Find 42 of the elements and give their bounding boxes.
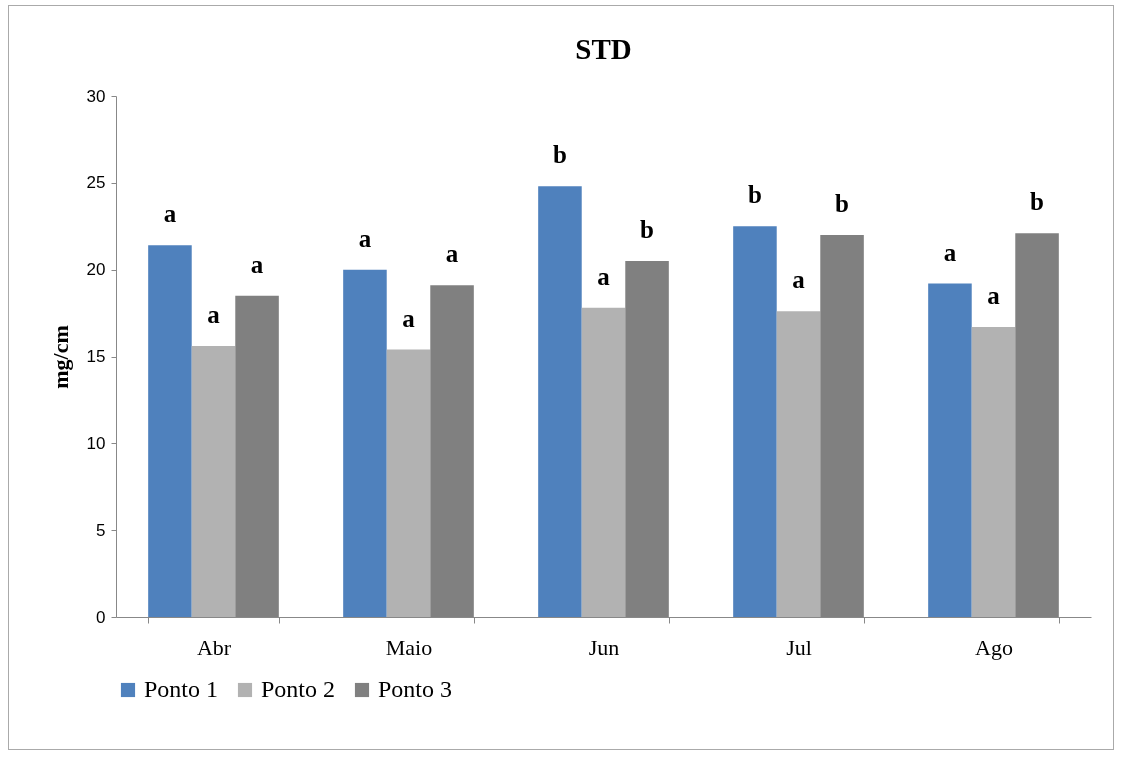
annotation: a [250, 250, 264, 278]
bar [928, 283, 972, 617]
y-tick-label: 25 [86, 173, 106, 193]
x-tick-label: Maio [385, 634, 433, 660]
annotation: a [943, 238, 957, 266]
legend-label: Ponto 1 [144, 676, 219, 702]
legend-label: Ponto 2 [261, 676, 336, 702]
bar [386, 349, 431, 617]
y-tick-label: 5 [96, 520, 106, 540]
y-tick-label: 0 [96, 607, 106, 627]
bar [733, 226, 777, 617]
x-tick-label: Jun [588, 634, 620, 660]
annotation: a [207, 301, 221, 329]
y-tick-label: 15 [86, 347, 106, 366]
annotation: b [748, 181, 762, 209]
annotation: a [792, 266, 806, 294]
bar [191, 346, 236, 617]
x-tick-label: Jul [786, 634, 812, 660]
y-tick-label: 10 [86, 433, 106, 453]
annotation: a [163, 200, 177, 228]
y-tick-label: 30 [86, 86, 106, 106]
annotation: a [445, 240, 459, 268]
annotation: b [1030, 188, 1044, 216]
bar [148, 245, 192, 617]
y-axis-title: mg/cm [47, 325, 73, 389]
annotation: b [553, 141, 567, 169]
annotation: a [358, 224, 372, 252]
x-tick-label: Ago [975, 634, 1013, 660]
bar [971, 326, 1016, 617]
annotation: b [640, 215, 654, 243]
annotation: a [402, 304, 416, 332]
annotation: b [835, 189, 849, 217]
legend-label: Ponto 3 [378, 676, 453, 702]
annotation: a [597, 262, 611, 290]
annotation: a [987, 281, 1001, 309]
bar [343, 269, 387, 617]
bar [538, 186, 582, 617]
bar [776, 311, 821, 617]
y-tick-label: 20 [86, 260, 106, 280]
x-tick-label: Abr [196, 634, 232, 660]
chart-title: STD [575, 33, 632, 65]
bar [581, 307, 626, 617]
